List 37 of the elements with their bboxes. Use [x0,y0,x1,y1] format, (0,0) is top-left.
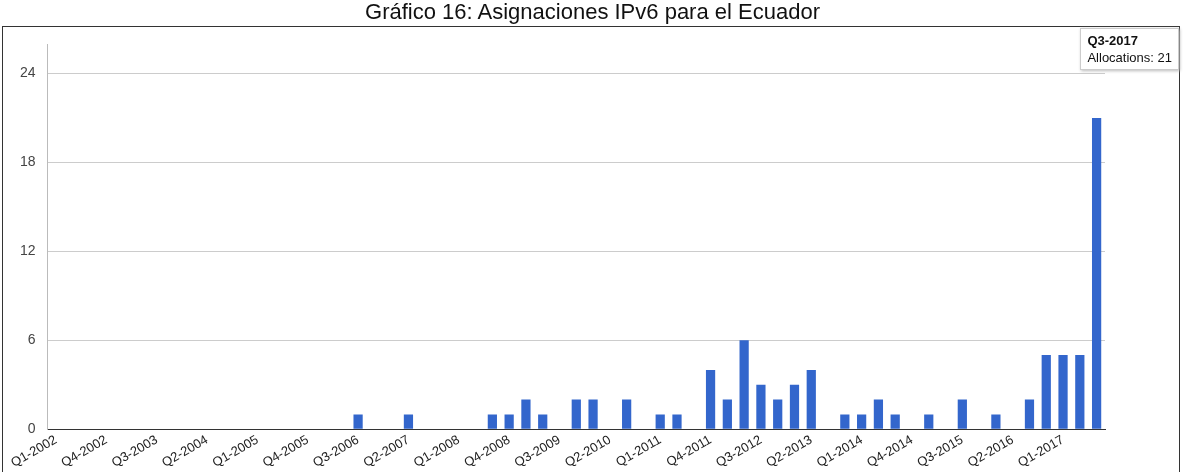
bar [739,340,749,429]
bar [403,414,414,429]
bar [924,414,934,429]
y-tick-label: 24 [19,64,36,81]
bar [504,414,514,429]
bar [1091,118,1102,429]
bar [487,414,497,429]
bar [991,414,1001,429]
chart-title: Gráfico 16: Asignaciones IPv6 para el Ecuador [364,0,821,24]
bar [1024,399,1035,429]
bar [957,399,967,429]
bar [840,414,850,429]
bar [588,399,598,429]
annotation: Q3-2017 Allocations: 21 [1087,32,1172,66]
bar [806,369,816,429]
bar [857,414,867,429]
bar [789,384,800,429]
bar [705,369,716,429]
bar [1075,355,1085,429]
y-tick-label: 18 [19,153,36,170]
bar [722,399,732,429]
bar [1041,355,1051,429]
bar [538,414,548,429]
bar [773,399,783,429]
bar [873,399,884,429]
bar [622,399,632,429]
y-tick-label: 12 [19,242,36,259]
y-tick-label: 0 [27,420,36,437]
bar [571,399,581,429]
bar [756,384,766,429]
y-tick-label: 6 [27,331,36,348]
bar [1058,355,1068,429]
bar [521,399,531,429]
bar [890,414,900,429]
bar [655,414,665,429]
bar [353,414,363,429]
bar [672,414,682,429]
